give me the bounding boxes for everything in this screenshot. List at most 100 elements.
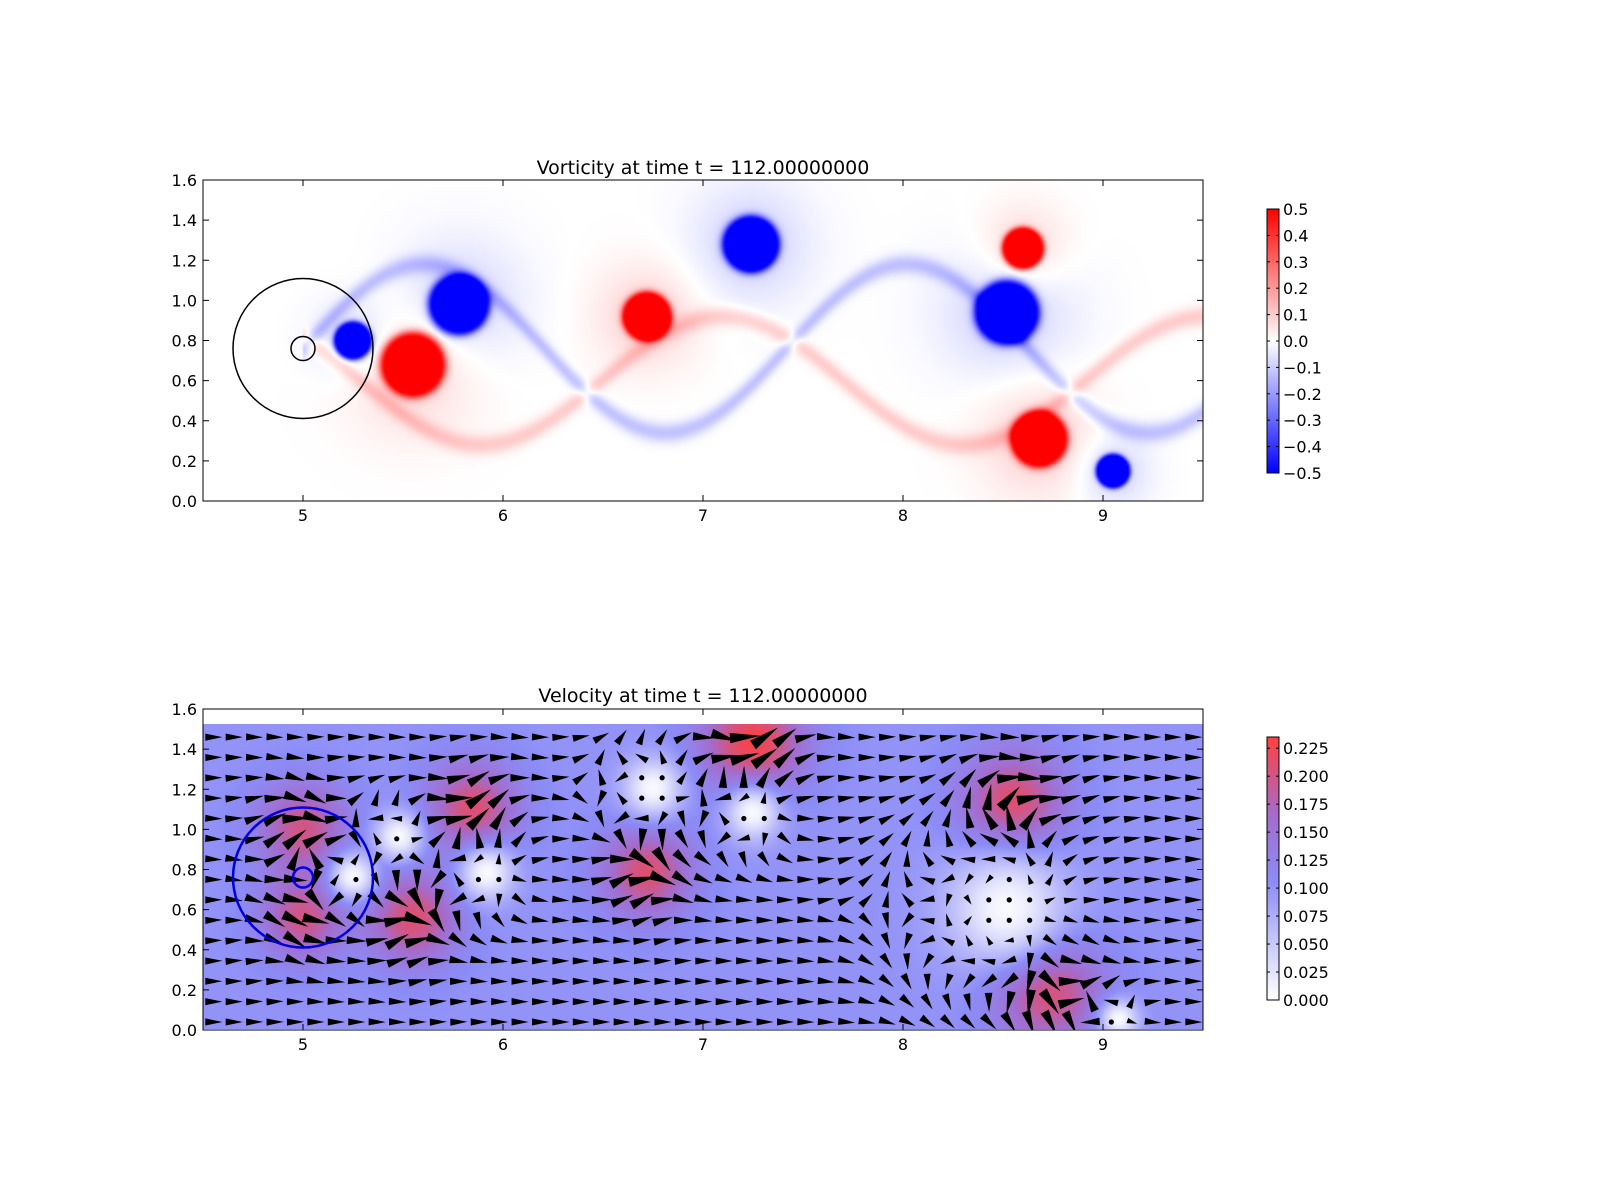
- quiver-arrow: [797, 956, 815, 964]
- quiver-arrow: [388, 978, 407, 986]
- quiver-arrow: [1123, 916, 1142, 924]
- quiver-arrow: [777, 1018, 795, 1026]
- quiver-arrow: [465, 789, 492, 810]
- quiver-arrow: [509, 794, 531, 805]
- quiver-arrow: [496, 893, 503, 908]
- quiver-arrow: [858, 774, 876, 782]
- quiver-arrow: [245, 774, 264, 782]
- quiver-arrow: [552, 895, 570, 903]
- quiver-arrow: [225, 774, 243, 782]
- x-tick-label: 8: [898, 506, 908, 525]
- quiver-arrow: [714, 792, 732, 801]
- quiver-arrow: [245, 957, 264, 966]
- y-tick-label: 0.4: [172, 412, 197, 431]
- quiver-arrow: [490, 956, 509, 964]
- quiver-arrow: [1057, 997, 1085, 1010]
- quiver-arrow: [407, 793, 427, 806]
- quiver-arrow: [450, 977, 468, 985]
- quiver-arrow: [920, 810, 934, 827]
- quiver-arrow: [898, 775, 917, 783]
- overlay-circle: [231, 806, 375, 949]
- quiver-arrow: [445, 793, 473, 804]
- quiver-arrow: [659, 775, 665, 781]
- quiver-arrow: [572, 998, 590, 1006]
- quiver-arrow: [384, 890, 409, 908]
- quiver-arrow: [817, 977, 835, 985]
- quiver-arrow: [1062, 734, 1080, 742]
- quiver-arrow: [817, 877, 835, 885]
- quiver-arrow: [488, 773, 511, 786]
- colorbar-tick-label: 0.225: [1283, 739, 1329, 758]
- quiver-arrow: [1063, 875, 1078, 886]
- quiver-arrow: [572, 834, 591, 842]
- quiver-arrow: [266, 977, 284, 986]
- quiver-arrow: [901, 892, 915, 908]
- quiver-arrow: [491, 977, 509, 985]
- quiver-arrow: [1006, 917, 1012, 923]
- quiver-arrow: [390, 853, 404, 864]
- quiver-arrow: [450, 998, 468, 1006]
- quiver-arrow: [1164, 998, 1182, 1006]
- quiver-arrow: [205, 896, 223, 904]
- velocity-title: Velocity at time t = 112.00000000: [538, 685, 867, 707]
- quiver-arrow: [426, 815, 450, 825]
- quiver-arrow: [776, 977, 795, 985]
- quiver-arrow: [1006, 897, 1012, 903]
- quiver-arrow: [284, 953, 306, 965]
- quiver-arrow: [346, 911, 365, 928]
- quiver-arrow: [1021, 1010, 1034, 1030]
- quiver-arrow: [694, 915, 713, 923]
- quiver-arrow: [797, 977, 815, 985]
- quiver-arrow: [263, 892, 286, 905]
- quiver-arrow: [695, 768, 708, 788]
- quiver-arrow: [1044, 873, 1054, 886]
- quiver-arrow: [776, 936, 794, 944]
- vorticity-field-image: [203, 180, 1203, 501]
- quiver-arrow: [1164, 916, 1182, 924]
- quiver-arrow: [308, 847, 325, 871]
- quiver-arrow: [1083, 896, 1100, 904]
- quiver-arrow: [881, 890, 889, 908]
- quiver-arrow: [531, 875, 549, 883]
- quiver-arrow: [1185, 957, 1203, 965]
- quiver-arrow: [205, 916, 223, 924]
- quiver-arrow: [718, 765, 728, 788]
- quiver-arrow: [986, 897, 992, 903]
- quiver-arrow: [652, 917, 674, 927]
- quiver-arrow: [634, 1018, 652, 1026]
- quiver-arrow: [837, 914, 855, 924]
- quiver-arrow: [794, 752, 816, 766]
- colorbar-tick-label: 0.100: [1283, 879, 1329, 898]
- quiver-arrow: [1061, 933, 1080, 945]
- quiver-arrow: [391, 869, 400, 892]
- quiver-arrow: [963, 894, 972, 905]
- quiver-arrow: [837, 997, 856, 1005]
- y-tick-label: 1.0: [172, 820, 197, 839]
- quiver-arrow: [878, 733, 897, 741]
- quiver-arrow: [429, 1018, 447, 1026]
- quiver-arrow: [797, 896, 815, 904]
- quiver-arrow: [389, 753, 407, 761]
- quiver-arrow: [266, 1018, 284, 1026]
- quiver-arrow: [941, 873, 956, 883]
- quiver-arrow: [939, 1014, 955, 1029]
- quiver-arrow: [674, 937, 693, 945]
- quiver-arrow: [286, 733, 305, 741]
- quiver-arrow: [899, 993, 915, 1008]
- quiver-arrow: [348, 829, 362, 848]
- quiver-arrow: [225, 815, 244, 823]
- quiver-arrow: [837, 934, 855, 944]
- quiver-arrow: [735, 873, 753, 883]
- quiver-arrow: [857, 975, 875, 985]
- quiver-arrow: [633, 937, 652, 945]
- quiver-arrow: [205, 875, 223, 883]
- quiver-arrow: [1019, 753, 1042, 762]
- quiver-arrow: [1164, 896, 1182, 904]
- quiver-arrow: [756, 998, 774, 1006]
- quiver-arrow: [244, 795, 264, 804]
- quiver-arrow: [403, 911, 433, 926]
- quiver-arrow: [1108, 1019, 1114, 1025]
- quiver-arrow: [674, 957, 692, 965]
- quiver-arrow: [979, 833, 999, 847]
- quiver-arrow: [225, 977, 243, 985]
